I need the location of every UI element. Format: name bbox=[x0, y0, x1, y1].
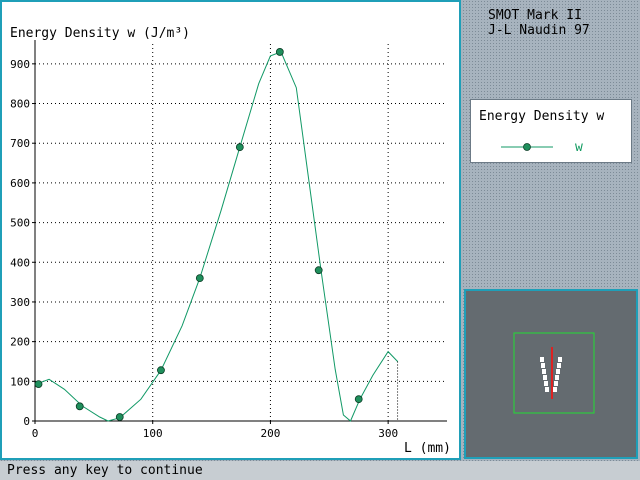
legend-series-label: w bbox=[575, 140, 583, 155]
rotor-preview-panel bbox=[464, 289, 638, 459]
data-point-4 bbox=[195, 274, 204, 283]
y-tick-label-9: 900 bbox=[10, 58, 30, 71]
x-tick-label-2: 200 bbox=[260, 427, 280, 440]
preview-frame bbox=[513, 332, 595, 414]
y-tick-label-7: 700 bbox=[10, 137, 30, 150]
energy-density-chart: Energy Density w (J/m³) 0 100 200 300 400 500… bbox=[10, 26, 451, 456]
tick-labels: 0 100 200 300 400 500 600 700 800 900 0 100 200 300 bbox=[10, 58, 398, 440]
x-tick-label-0: 0 bbox=[32, 427, 39, 440]
x-tick-label-1: 100 bbox=[143, 427, 163, 440]
grid bbox=[35, 44, 447, 421]
y-tick-label-5: 500 bbox=[10, 217, 30, 230]
x-tick-label-3: 300 bbox=[378, 427, 398, 440]
status-message[interactable]: Press any key to continue bbox=[7, 463, 203, 478]
legend-title: Energy Density w bbox=[479, 109, 605, 124]
data-point-5 bbox=[235, 143, 244, 152]
y-tick-label-1: 100 bbox=[10, 375, 30, 388]
app-header: SMOT Mark II J-L Naudin 97 bbox=[488, 8, 628, 38]
data-point-0 bbox=[34, 380, 43, 388]
axes bbox=[32, 40, 447, 424]
y-tick-label-2: 200 bbox=[10, 336, 30, 349]
data-point-6 bbox=[275, 48, 284, 56]
magnet-ramp-icon bbox=[540, 357, 562, 392]
header-title: SMOT Mark II bbox=[488, 8, 582, 23]
legend-line-icon bbox=[501, 143, 553, 151]
data-point-7 bbox=[314, 266, 323, 275]
status-bar: Press any key to continue bbox=[0, 461, 640, 480]
data-point-3 bbox=[157, 366, 165, 375]
series-line-w bbox=[34, 51, 398, 422]
x-axis-label: L (mm) bbox=[404, 441, 451, 456]
header-author: J-L Naudin 97 bbox=[488, 23, 590, 38]
series-w bbox=[34, 48, 399, 422]
plot-panel: Energy Density w (J/m³) 0 100 200 300 400 500… bbox=[0, 0, 461, 460]
y-tick-label-6: 600 bbox=[10, 177, 30, 190]
y-tick-label-4: 400 bbox=[10, 256, 30, 269]
chart-title: Energy Density w (J/m³) bbox=[10, 26, 190, 41]
data-point-2 bbox=[115, 413, 124, 421]
y-tick-label-0: 0 bbox=[23, 415, 30, 428]
rotor-preview bbox=[513, 332, 595, 414]
y-tick-label-3: 300 bbox=[10, 296, 30, 309]
data-point-8 bbox=[354, 395, 363, 404]
data-point-1 bbox=[75, 402, 84, 411]
y-tick-label-8: 800 bbox=[10, 98, 30, 111]
legend: Energy Density w w bbox=[470, 99, 632, 163]
